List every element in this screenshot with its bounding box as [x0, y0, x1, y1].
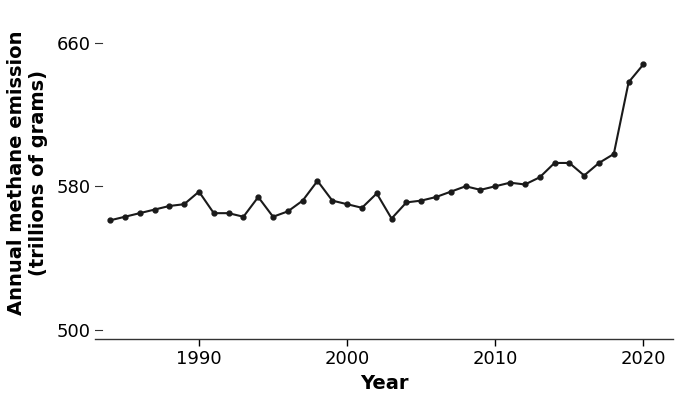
X-axis label: Year: Year — [360, 374, 409, 393]
Y-axis label: Annual methane emission
(trillions of grams): Annual methane emission (trillions of gr… — [7, 30, 48, 315]
